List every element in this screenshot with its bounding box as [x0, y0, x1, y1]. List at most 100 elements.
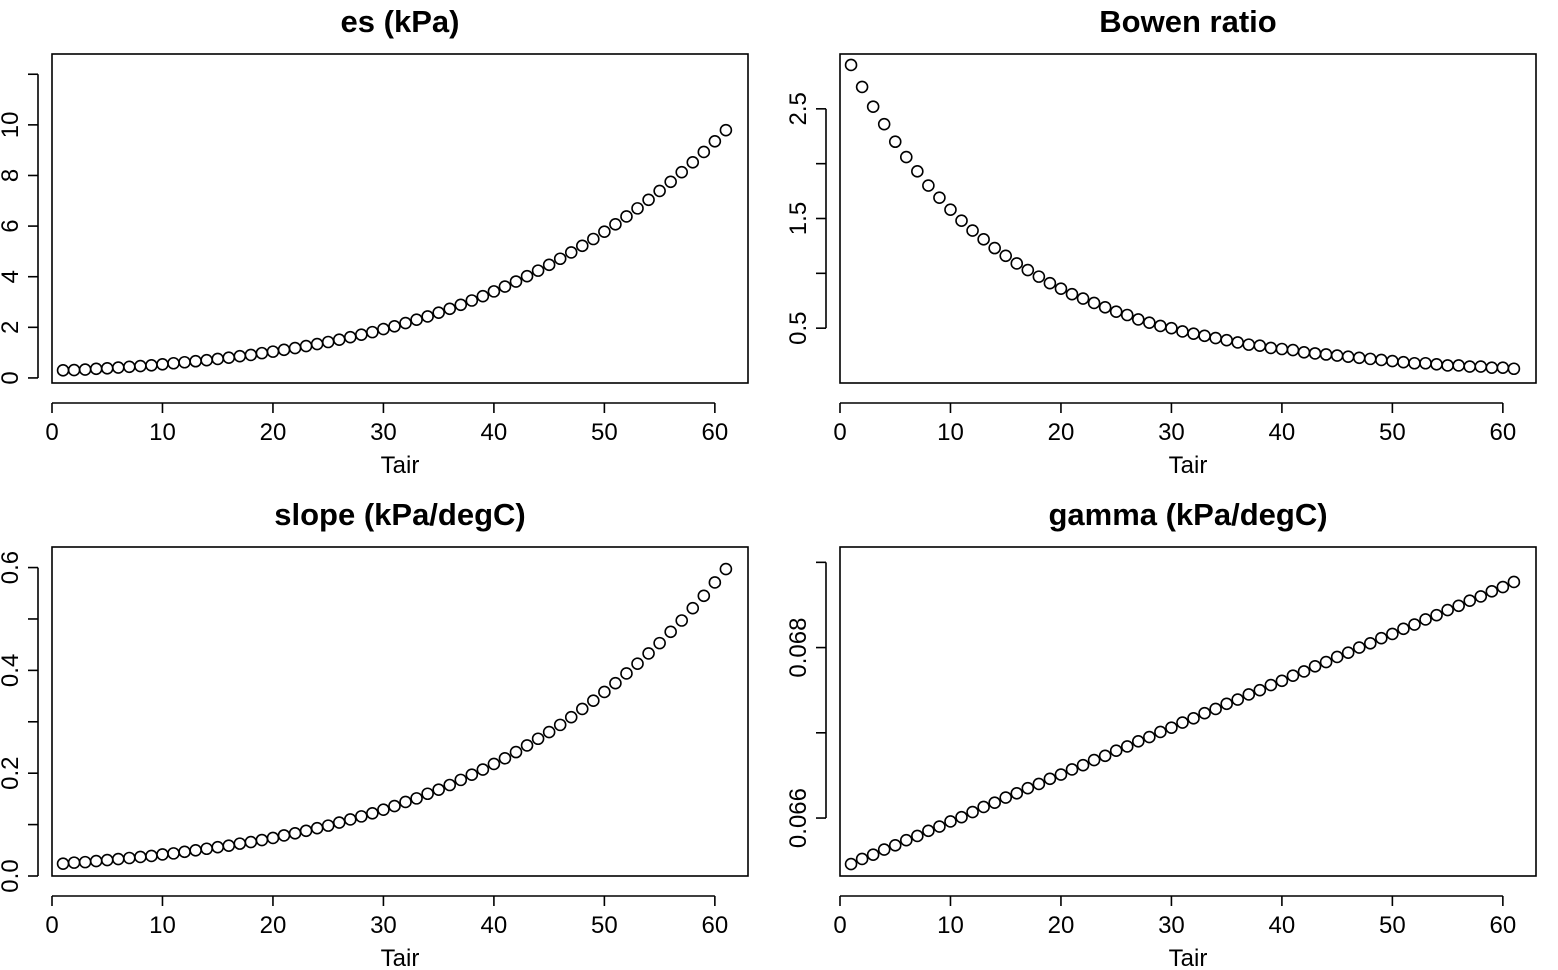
data-point: [1242, 688, 1256, 701]
data-point: [620, 667, 633, 680]
data-point: [255, 833, 269, 847]
data-point: [1098, 301, 1112, 314]
data-point: [1286, 669, 1300, 683]
plot-panel: Bowen ratio 0 10 20 30 40 50 60 Tair 0.5 1.5 2.5: [785, 4, 1537, 479]
data-point: [1386, 354, 1399, 368]
x-tick-label: 0: [833, 912, 846, 939]
y-tick-label: 0.6: [0, 551, 24, 584]
data-point: [100, 362, 114, 375]
data-point: [222, 351, 236, 364]
data-point: [1010, 787, 1024, 800]
plot-panel: es (kPa) 0 10 20 30 40 50 60 Tair 0 2 4 6 8 10: [0, 4, 749, 479]
data-point: [1485, 361, 1499, 374]
data-point: [1452, 599, 1465, 613]
data-point: [877, 117, 891, 131]
data-point: [1352, 351, 1366, 365]
x-tick-label: 10: [149, 419, 176, 446]
chart-title: es (kPa): [341, 4, 460, 39]
x-axis-label: Tair: [1169, 945, 1208, 970]
data-point: [288, 341, 302, 355]
x-tick-label: 50: [1379, 419, 1406, 446]
data-point: [966, 224, 979, 237]
data-point: [156, 848, 169, 861]
x-tick-label: 30: [370, 419, 397, 446]
data-point: [321, 335, 335, 349]
data-point: [78, 363, 92, 376]
data-point: [1297, 345, 1311, 359]
data-point: [988, 241, 1001, 255]
x-tick-label: 20: [260, 912, 287, 939]
data-point: [1397, 355, 1410, 369]
data-point: [487, 757, 501, 771]
x-tick-label: 60: [702, 419, 729, 446]
data-point: [299, 824, 313, 838]
data-point: [1330, 349, 1344, 362]
data-point: [1397, 622, 1410, 636]
data-point: [1375, 353, 1388, 367]
data-point: [1154, 319, 1167, 333]
data-point: [410, 792, 423, 805]
data-point: [531, 264, 545, 277]
data-point: [1463, 360, 1477, 373]
data-point: [123, 360, 136, 374]
data-point: [1209, 331, 1222, 345]
data-point: [189, 354, 202, 368]
y-tick-label: 0.4: [0, 654, 24, 687]
data-point: [1330, 650, 1344, 664]
data-point: [1187, 712, 1200, 725]
x-tick-label: 30: [370, 912, 397, 939]
data-point: [966, 805, 979, 819]
data-point: [476, 763, 490, 776]
x-tick-label: 20: [1048, 419, 1075, 446]
data-point: [1076, 758, 1090, 772]
data-point: [653, 636, 666, 650]
data-point: [675, 614, 689, 627]
data-point: [465, 768, 479, 782]
x-tick-label: 50: [1379, 912, 1406, 939]
data-point: [78, 855, 92, 869]
data-point: [1043, 276, 1057, 290]
data-point: [631, 202, 644, 215]
data-point: [1176, 325, 1189, 338]
data-point: [1507, 575, 1521, 589]
data-point: [410, 313, 423, 327]
data-point: [1286, 343, 1300, 357]
data-point: [67, 856, 81, 869]
data-point: [167, 356, 180, 370]
y-tick-label: 0.068: [785, 618, 812, 678]
data-point: [222, 839, 236, 852]
data-point: [520, 739, 534, 752]
data-point: [609, 676, 622, 690]
x-tick-label: 20: [1048, 912, 1075, 939]
data-point: [642, 647, 655, 660]
data-point: [266, 345, 280, 358]
data-point: [922, 824, 935, 838]
data-point: [719, 123, 733, 137]
data-point: [366, 806, 379, 820]
data-point: [1474, 360, 1488, 373]
data-point: [310, 821, 324, 835]
data-point: [587, 232, 600, 246]
data-point: [509, 745, 523, 759]
data-point: [1463, 594, 1477, 607]
data-point: [1010, 257, 1024, 270]
data-point: [1430, 608, 1443, 622]
data-point: [1165, 321, 1178, 335]
data-point: [332, 816, 346, 829]
data-point: [266, 831, 280, 845]
data-point: [542, 725, 556, 739]
data-point: [465, 294, 479, 307]
data-point: [1441, 603, 1454, 617]
data-point: [421, 787, 434, 801]
data-point: [708, 576, 722, 589]
data-point: [244, 348, 258, 362]
data-point: [111, 852, 125, 866]
x-tick-label: 0: [45, 419, 58, 446]
x-axis-label: Tair: [381, 945, 420, 970]
data-point: [1021, 781, 1035, 795]
data-point: [178, 355, 191, 369]
data-point: [1264, 678, 1278, 692]
data-point: [454, 773, 468, 787]
data-point: [911, 829, 924, 843]
data-point: [1452, 359, 1465, 372]
